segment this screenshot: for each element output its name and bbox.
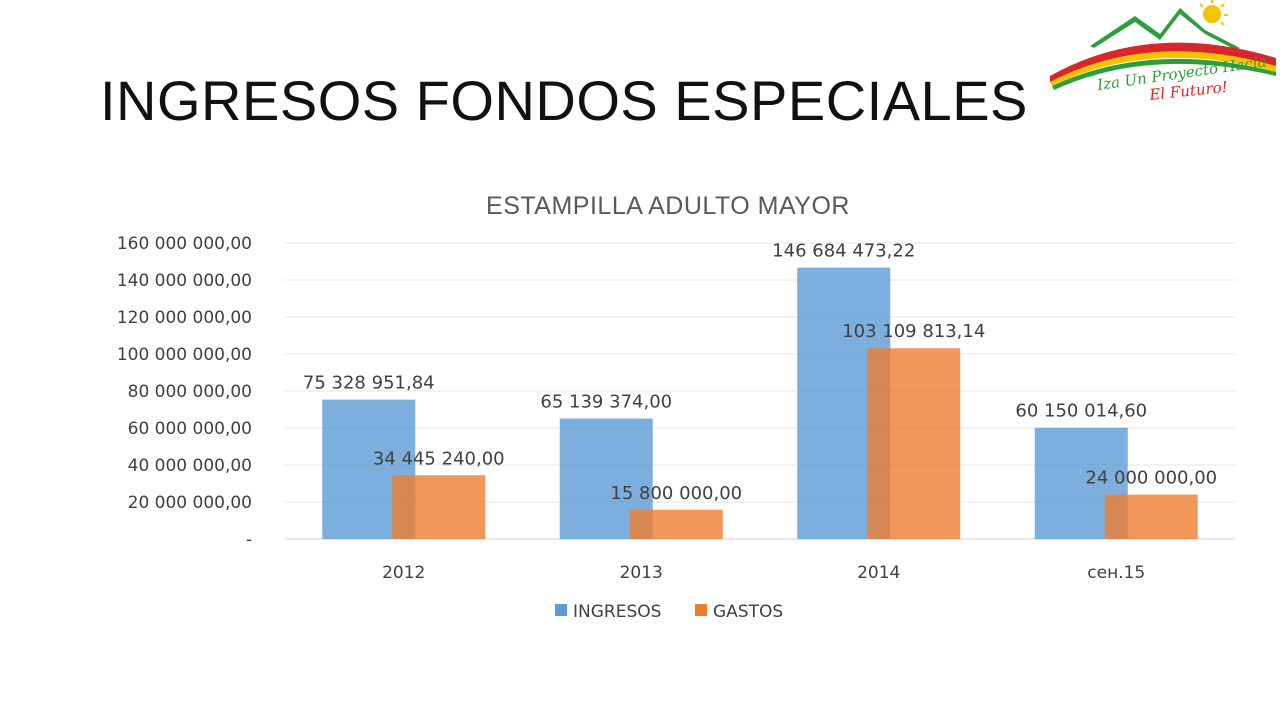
bar-gastos-0 xyxy=(392,475,486,539)
y-tick-label: 20 000 000,00 xyxy=(128,493,252,513)
x-tick-label: сен.15 xyxy=(1087,563,1145,583)
data-label-ingresos: 75 328 951,84 xyxy=(303,373,435,394)
y-tick-label: 60 000 000,00 xyxy=(128,419,252,439)
mountain-icon xyxy=(1090,8,1240,50)
legend-label: INGRESOS xyxy=(573,602,661,622)
flag-stripe-red xyxy=(1050,42,1276,82)
y-tick-label: 160 000 000,00 xyxy=(117,234,252,254)
data-label-gastos: 24 000 000,00 xyxy=(1085,468,1217,489)
x-axis-ticks: 2012 2013 2014 сен.15 xyxy=(382,563,1145,583)
data-label-ingresos: 60 150 014,60 xyxy=(1015,401,1147,422)
y-axis-ticks: - 20 000 000,00 40 000 000,00 60 000 000,00… xyxy=(117,234,252,550)
x-tick-label: 2013 xyxy=(620,563,663,583)
y-tick-label: 100 000 000,00 xyxy=(117,345,252,365)
slide-title: INGRESOS FONDOS ESPECIALES xyxy=(100,69,1028,132)
bar-gastos-3 xyxy=(1104,494,1198,539)
bar-gastos-2 xyxy=(867,348,961,539)
legend-label: GASTOS xyxy=(713,602,783,622)
data-label-gastos: 103 109 813,14 xyxy=(842,321,985,342)
data-label-gastos: 34 445 240,00 xyxy=(373,448,505,469)
legend-item-gastos: GASTOS xyxy=(695,602,783,622)
x-tick-label: 2012 xyxy=(382,563,425,583)
x-tick-label: 2014 xyxy=(857,563,900,583)
legend: INGRESOS GASTOS xyxy=(555,602,783,622)
y-tick-label: - xyxy=(246,530,252,550)
legend-swatch xyxy=(555,604,567,616)
y-tick-label: 140 000 000,00 xyxy=(117,271,252,291)
data-label-gastos: 15 800 000,00 xyxy=(610,483,742,504)
legend-item-ingresos: INGRESOS xyxy=(555,602,661,622)
y-tick-label: 80 000 000,00 xyxy=(128,382,252,402)
sun-icon xyxy=(1199,0,1228,26)
bar-gastos-1 xyxy=(629,509,723,539)
municipality-logo: Iza Un Proyecto Hacia El Futuro! xyxy=(1050,0,1276,104)
flag-stripe-green xyxy=(1052,58,1276,90)
bars xyxy=(322,267,1198,539)
data-label-ingresos: 146 684 473,22 xyxy=(772,241,915,262)
flag-stripe-yellow xyxy=(1050,50,1276,86)
bar-chart: ESTAMPILLA ADULTO MAYOR - 20 000 000,00 40… xyxy=(117,192,1235,622)
y-tick-label: 120 000 000,00 xyxy=(117,308,252,328)
y-tick-label: 40 000 000,00 xyxy=(128,456,252,476)
chart-title: ESTAMPILLA ADULTO MAYOR xyxy=(486,192,850,220)
data-labels: 75 328 951,84 34 445 240,00 65 139 374,00 1… xyxy=(303,241,1217,504)
legend-swatch xyxy=(695,604,707,616)
data-label-ingresos: 65 139 374,00 xyxy=(540,391,672,412)
